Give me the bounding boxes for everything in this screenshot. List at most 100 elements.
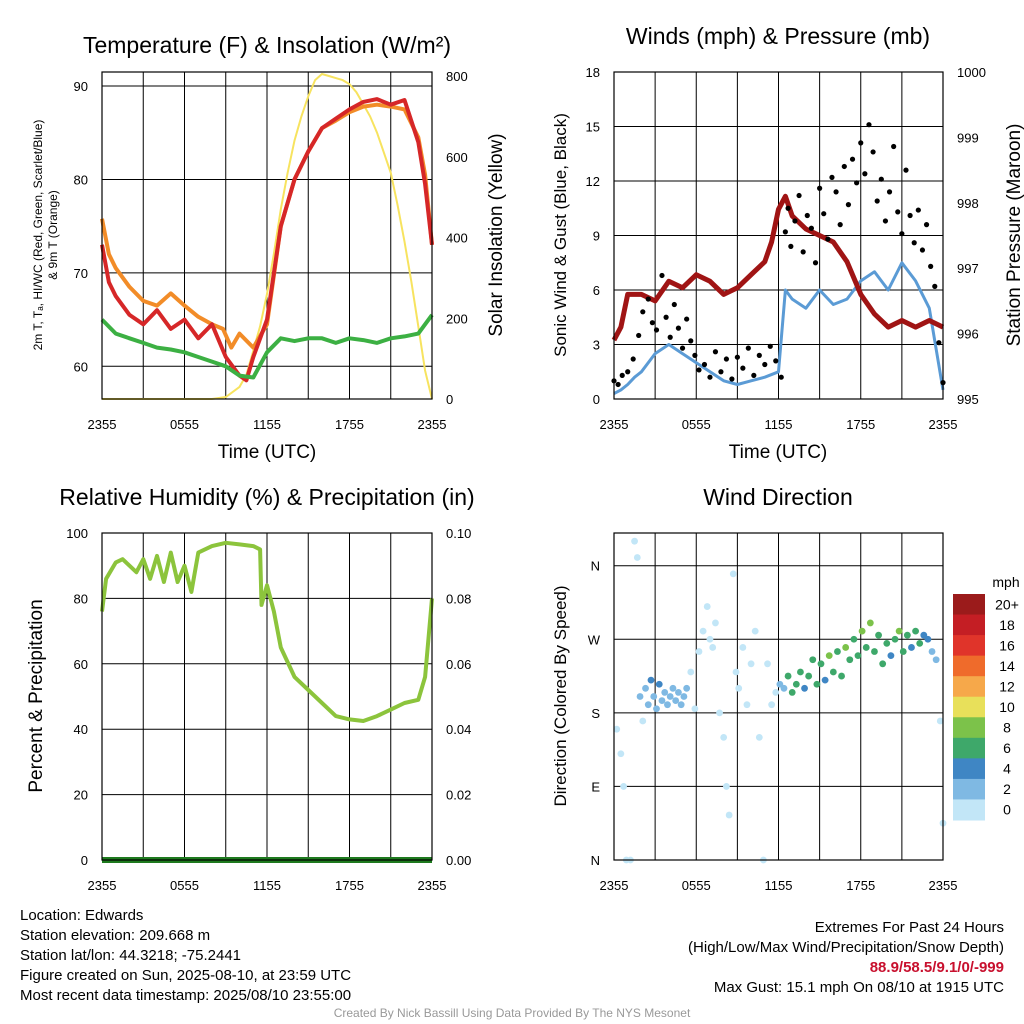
gust-point-11 — [663, 314, 669, 320]
gust-point-24 — [723, 356, 730, 362]
direction-point-69 — [858, 627, 866, 635]
dir-ytick-1: E — [591, 779, 600, 794]
wind-y2tick-0: 995 — [957, 392, 979, 407]
dir-xtick-3: 1755 — [846, 878, 875, 893]
winds-title: Winds (mph) & Pressure (mb) — [626, 23, 930, 49]
gust-point-1 — [615, 381, 621, 388]
direction-point-28 — [699, 627, 707, 635]
gust-point-46 — [825, 236, 831, 242]
direction-point-53 — [792, 680, 800, 688]
gust-point-6 — [640, 309, 646, 315]
direction-grid — [614, 533, 943, 860]
gust-point-30 — [756, 352, 762, 358]
gust-point-65 — [903, 167, 909, 173]
direction-point-5 — [631, 537, 638, 545]
colorbar-label-3: 14 — [999, 658, 1015, 674]
humidity-line — [100, 540, 434, 723]
temp-xtick-3: 1755 — [335, 417, 364, 432]
colorbar-title: mph — [992, 574, 1019, 590]
gust-point-56 — [866, 122, 872, 128]
direction-point-19 — [669, 684, 677, 692]
extremes-info: Extremes For Past 24 Hours (High/Low/Max… — [688, 918, 1004, 998]
gust-point-35 — [782, 229, 788, 235]
colorbar-label-10: 0 — [1003, 802, 1011, 818]
direction-point-14 — [655, 680, 663, 688]
humidity-grid — [102, 533, 432, 860]
recent-text: Most recent data timestamp: 2025/08/10 2… — [20, 987, 352, 1004]
temp-y2tick-1: 200 — [446, 311, 468, 326]
extremes-title: Extremes For Past 24 Hours — [814, 919, 1004, 936]
direction-point-12 — [650, 693, 658, 700]
direction-point-60 — [821, 676, 829, 684]
winds-tick-labels: 2355 0555 1155 1755 235503691215189959969979… — [586, 65, 986, 432]
dir-xtick-0: 2355 — [600, 878, 629, 893]
direction-point-85 — [924, 635, 932, 643]
direction-point-27 — [695, 648, 703, 655]
direction-ylabel: Direction (Colored By Speed) — [551, 585, 570, 806]
direction-point-43 — [751, 627, 759, 635]
winds-series — [611, 122, 946, 395]
colorbar-label-7: 6 — [1003, 740, 1011, 756]
gust-point-25 — [729, 376, 735, 382]
direction-point-70 — [862, 644, 870, 651]
direction-point-50 — [780, 684, 788, 692]
winds-plot-frame — [613, 71, 944, 400]
direction-point-35 — [723, 783, 730, 790]
gust-point-45 — [821, 211, 827, 217]
rh-ytick-1: 20 — [74, 788, 88, 803]
temp-y2tick-4: 800 — [446, 69, 468, 84]
rh-y2tick-3: 0.06 — [446, 657, 471, 672]
direction-point-15 — [658, 697, 666, 704]
wind-ytick-0: 0 — [593, 392, 600, 407]
direction-point-58 — [813, 680, 821, 688]
direction-point-71 — [866, 619, 874, 627]
colorbar-swatch-9 — [953, 778, 985, 800]
gust-point-61 — [886, 189, 893, 195]
gust-point-26 — [734, 354, 740, 360]
colorbar-label-6: 8 — [1003, 720, 1011, 736]
colorbar-label-5: 10 — [999, 699, 1015, 715]
elevation-text: Station elevation: 209.668 m — [20, 927, 211, 944]
direction-point-80 — [903, 631, 911, 639]
gust-point-41 — [804, 212, 810, 219]
gust-point-10 — [659, 272, 665, 279]
gust-point-73 — [936, 340, 942, 346]
dir-ytick-3: W — [588, 632, 601, 647]
gust-point-55 — [862, 171, 868, 177]
gust-point-27 — [740, 365, 746, 371]
gust-point-42 — [808, 225, 815, 231]
humidity-title: Relative Humidity (%) & Precipitation (i… — [59, 484, 474, 510]
dir-ytick-2: S — [591, 706, 600, 721]
rh-ytick-4: 80 — [74, 591, 88, 606]
temp-xtick-4: 2355 — [418, 417, 447, 432]
temperature-line — [100, 97, 434, 383]
wind-ytick-4: 12 — [586, 174, 600, 189]
direction-point-77 — [891, 635, 899, 643]
direction-point-76 — [887, 652, 895, 660]
temp-ytick-0: 60 — [74, 359, 88, 374]
direction-point-83 — [916, 639, 924, 647]
dir-xtick-1: 0555 — [682, 878, 711, 893]
gust-point-8 — [649, 320, 655, 326]
direction-point-54 — [797, 668, 804, 676]
gust-point-51 — [845, 202, 852, 208]
colorbar-swatch-5 — [953, 696, 985, 718]
direction-point-24 — [683, 684, 691, 692]
pressure-line — [611, 193, 945, 342]
gust-point-68 — [915, 207, 921, 213]
direction-plot-frame — [613, 532, 944, 861]
direction-point-39 — [735, 684, 743, 692]
wind-ytick-6: 18 — [586, 65, 600, 80]
direction-point-22 — [677, 701, 685, 709]
gust-point-22 — [712, 349, 719, 355]
gust-point-58 — [874, 198, 880, 204]
gust-point-69 — [919, 247, 926, 253]
gust-point-62 — [891, 143, 897, 150]
temperature-xlabel: Time (UTC) — [218, 442, 317, 463]
direction-point-37 — [729, 570, 737, 578]
rh-xtick-3: 1755 — [335, 878, 364, 893]
gust-point-19 — [696, 367, 702, 373]
colorbar-swatch-1 — [953, 614, 985, 636]
gust-point-60 — [882, 218, 889, 224]
temperature-panel: Temperature (F) & Insolation (W/m²) 2355… — [31, 32, 507, 463]
